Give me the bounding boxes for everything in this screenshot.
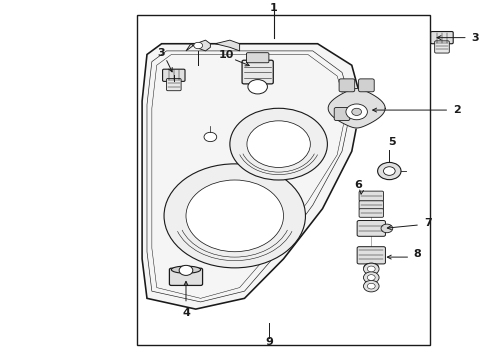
Text: 5: 5 bbox=[387, 138, 395, 147]
Polygon shape bbox=[327, 89, 385, 128]
FancyBboxPatch shape bbox=[338, 79, 354, 92]
Text: 3: 3 bbox=[470, 33, 477, 42]
FancyBboxPatch shape bbox=[434, 41, 448, 53]
Circle shape bbox=[203, 132, 216, 141]
Circle shape bbox=[345, 104, 366, 120]
Circle shape bbox=[363, 263, 378, 275]
Circle shape bbox=[163, 164, 305, 268]
Text: 10: 10 bbox=[218, 50, 233, 60]
Text: 3: 3 bbox=[158, 48, 165, 58]
Circle shape bbox=[366, 266, 374, 272]
FancyBboxPatch shape bbox=[358, 79, 373, 92]
Polygon shape bbox=[215, 40, 239, 51]
Bar bbox=[137, 15, 429, 345]
Circle shape bbox=[366, 275, 374, 280]
Circle shape bbox=[351, 108, 361, 116]
Text: 2: 2 bbox=[452, 105, 460, 115]
Circle shape bbox=[366, 283, 374, 289]
FancyBboxPatch shape bbox=[356, 221, 385, 236]
FancyBboxPatch shape bbox=[430, 32, 452, 44]
FancyBboxPatch shape bbox=[166, 78, 181, 91]
FancyBboxPatch shape bbox=[162, 69, 184, 81]
PathPatch shape bbox=[142, 44, 361, 309]
FancyBboxPatch shape bbox=[358, 209, 383, 217]
FancyBboxPatch shape bbox=[242, 60, 273, 84]
FancyBboxPatch shape bbox=[333, 108, 349, 121]
Circle shape bbox=[363, 280, 378, 292]
Text: 1: 1 bbox=[269, 3, 277, 13]
FancyBboxPatch shape bbox=[246, 53, 268, 63]
Circle shape bbox=[380, 224, 392, 233]
Text: 9: 9 bbox=[264, 337, 272, 347]
Circle shape bbox=[377, 162, 400, 180]
Polygon shape bbox=[185, 40, 210, 51]
Circle shape bbox=[193, 42, 202, 49]
FancyBboxPatch shape bbox=[358, 191, 383, 201]
Circle shape bbox=[185, 180, 283, 252]
Text: 6: 6 bbox=[353, 180, 361, 190]
Circle shape bbox=[229, 108, 327, 180]
Circle shape bbox=[179, 265, 192, 275]
FancyBboxPatch shape bbox=[169, 268, 202, 285]
Ellipse shape bbox=[363, 263, 378, 271]
Text: 7: 7 bbox=[424, 218, 431, 228]
Circle shape bbox=[383, 167, 394, 175]
FancyBboxPatch shape bbox=[356, 247, 385, 264]
Circle shape bbox=[363, 272, 378, 283]
Ellipse shape bbox=[171, 266, 200, 273]
FancyBboxPatch shape bbox=[358, 201, 383, 210]
Circle shape bbox=[247, 80, 267, 94]
Text: 4: 4 bbox=[182, 308, 189, 318]
Circle shape bbox=[246, 121, 310, 167]
Text: 8: 8 bbox=[413, 248, 421, 258]
